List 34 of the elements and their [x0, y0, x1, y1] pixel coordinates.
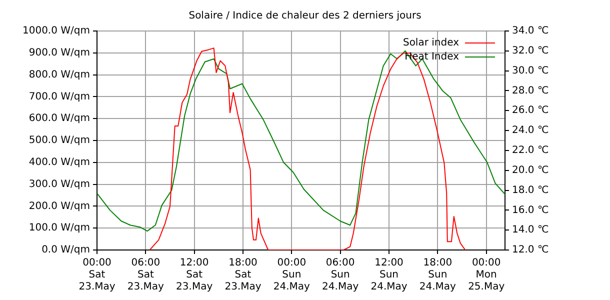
y-tick-label: 100.0 W/qm: [28, 222, 90, 234]
y-tick-label: 700.0 W/qm: [28, 91, 90, 102]
legend-label: Solar index: [402, 38, 460, 49]
y2-tick-label: 32.0 ℃: [512, 46, 549, 57]
y-tick-label: 400.0 W/qm: [28, 156, 90, 168]
y2-tick-label: 22.0 ℃: [512, 145, 549, 156]
y2-tick-label: 14.0 ℃: [512, 224, 549, 236]
y2-tick-label: 26.0 ℃: [512, 105, 549, 116]
y-tick-label: 800.0 W/qm: [28, 69, 90, 80]
y2-tick-label: 16.0 ℃: [512, 204, 549, 216]
y2-tick-label: 24.0 ℃: [512, 125, 549, 136]
y-tick-label: 900.0 W/qm: [28, 47, 90, 58]
x-tick-label: 06:00 Sat 23.May: [127, 258, 164, 293]
y-tick-label: 600.0 W/qm: [28, 113, 90, 124]
x-tick-label: 00:00 Sun 24.May: [273, 258, 310, 293]
y-tick-label: 300.0 W/qm: [28, 178, 90, 190]
x-tick-label: 18:00 Sun 24.May: [419, 258, 456, 293]
x-tick-label: 12:00 Sat 23.May: [176, 258, 213, 293]
y-tick-label: 200.0 W/qm: [28, 200, 90, 212]
x-tick-label: 00:00 Sat 23.May: [78, 258, 116, 293]
y-tick-label: 500.0 W/qm: [28, 135, 90, 146]
y2-tick-label: 30.0 ℃: [512, 65, 549, 76]
y2-tick-label: 20.0 ℃: [512, 164, 549, 176]
y2-tick-label: 28.0 ℃: [512, 85, 549, 96]
y-tick-label: 0.0 W/qm: [42, 244, 90, 256]
x-tick-label: 00:00 Mon 25.May: [468, 258, 505, 293]
x-tick-label: 12:00 Sun 24.May: [370, 258, 408, 293]
x-tick-label: 18:00 Sat 23.May: [224, 258, 262, 293]
chart-title: Solaire / Indice de chaleur des 2 derniers jours: [188, 10, 422, 22]
y2-tick-label: 34.0 ℃: [512, 26, 549, 37]
y2-tick-label: 12.0 ℃: [512, 244, 549, 256]
y-tick-label: 1000.0 W/qm: [22, 26, 90, 37]
x-tick-label: 06:00 Sun 24.May: [322, 258, 359, 293]
y2-tick-label: 18.0 ℃: [512, 184, 549, 196]
